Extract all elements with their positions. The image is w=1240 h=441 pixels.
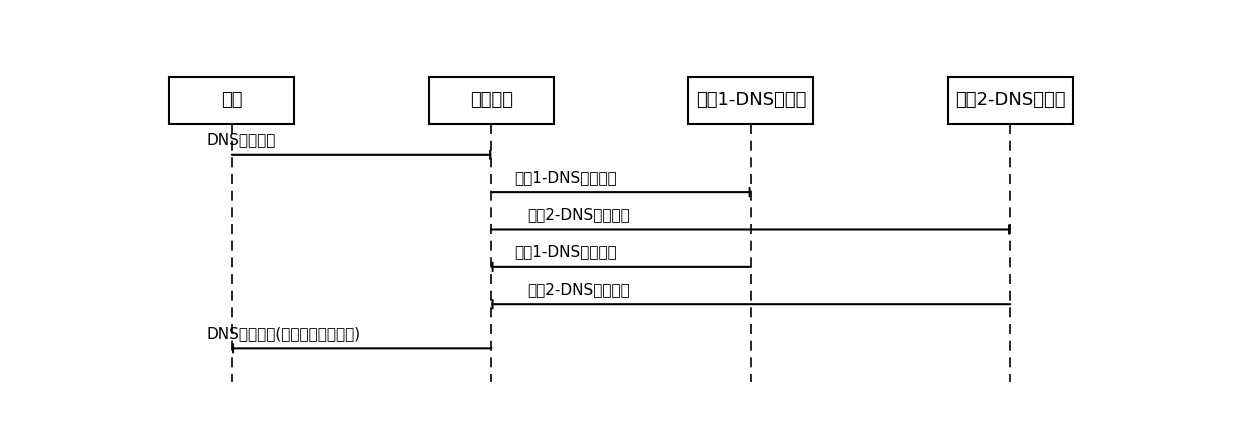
Text: 链路2-DNS查询报文: 链路2-DNS查询报文 — [527, 207, 630, 222]
Text: 链路1-DNS响应报文: 链路1-DNS响应报文 — [513, 244, 616, 259]
Text: 链路2-DNS响应报文: 链路2-DNS响应报文 — [527, 282, 630, 297]
Text: DNS响应报文(当前链路查询结果): DNS响应报文(当前链路查询结果) — [206, 326, 361, 341]
Text: 链路1-DNS服务器: 链路1-DNS服务器 — [696, 91, 806, 109]
Text: 分流网关: 分流网关 — [470, 91, 513, 109]
Text: DNS查询报文: DNS查询报文 — [206, 132, 275, 147]
Text: 链路1-DNS查询报文: 链路1-DNS查询报文 — [513, 170, 616, 185]
Bar — [170, 77, 294, 124]
Text: 终端: 终端 — [221, 91, 243, 109]
Bar — [688, 77, 813, 124]
Bar — [429, 77, 554, 124]
Bar — [947, 77, 1073, 124]
Text: 链路2-DNS服务器: 链路2-DNS服务器 — [955, 91, 1065, 109]
